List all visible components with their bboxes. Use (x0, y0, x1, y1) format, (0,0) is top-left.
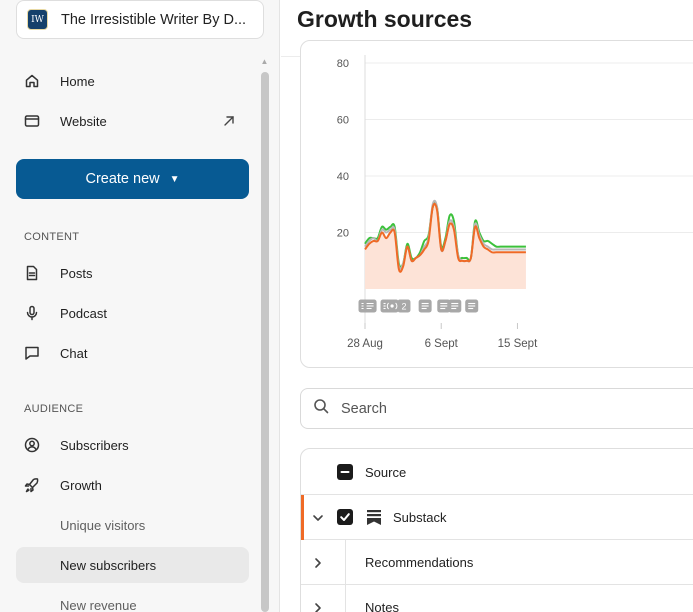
y-tick-label: 60 (337, 115, 349, 127)
sidebar-item-home[interactable]: Home (24, 68, 95, 94)
publication-switcher[interactable]: IW The Irresistible Writer By D... (16, 0, 264, 39)
sidebar-subitem-new-revenue[interactable]: New revenue (60, 598, 137, 612)
x-tick-label: 15 Sept (498, 338, 538, 350)
growth-chart-card: 20 40 60 80 28 Aug 6 Sept 15 Sept 2 (300, 40, 693, 368)
table-header-row: Source (301, 449, 693, 495)
podcast-marker-dot (390, 304, 394, 308)
sidebar-item-subscribers[interactable]: Subscribers (24, 432, 129, 458)
sidebar-item-label: Posts (60, 265, 93, 281)
row-label: Substack (393, 510, 447, 525)
rocket-icon (24, 477, 40, 493)
table-row-recommendations[interactable]: Recommendations (301, 540, 693, 585)
publication-logo: IW (27, 9, 48, 30)
home-icon (24, 73, 40, 89)
sidebar: IW The Irresistible Writer By D... Home … (0, 0, 280, 612)
publication-name: The Irresistible Writer By D... (61, 11, 247, 28)
sidebar-subitem-new-subscribers[interactable] (16, 547, 249, 583)
tree-indent-line (345, 585, 346, 612)
sidebar-item-label: Website (60, 113, 107, 129)
growth-chart: 20 40 60 80 28 Aug 6 Sept 15 Sept 2 (337, 55, 693, 350)
chevron-right-icon[interactable] (312, 556, 324, 568)
y-tick-label: 20 (337, 228, 349, 240)
sidebar-item-posts[interactable]: Posts (24, 260, 93, 286)
page-title: Growth sources (297, 6, 473, 32)
table-row-notes[interactable]: Notes (301, 585, 693, 612)
create-new-button[interactable]: Create new ▼ (16, 159, 249, 199)
sources-table: Source Substack Recommendations Notes (300, 448, 693, 612)
search-input[interactable] (341, 400, 681, 417)
scroll-thumb[interactable] (261, 72, 269, 612)
section-label-audience: AUDIENCE (24, 403, 84, 415)
search-icon (313, 398, 329, 419)
sidebar-item-website[interactable]: Website (24, 108, 107, 134)
sidebar-item-label: Growth (60, 477, 102, 493)
browser-window-icon (24, 113, 40, 129)
sidebar-item-podcast[interactable]: Podcast (24, 300, 107, 326)
substack-logo-icon (365, 508, 383, 526)
table-row-substack[interactable]: Substack (301, 495, 693, 540)
section-label-content: CONTENT (24, 231, 80, 243)
x-tick-label: 6 Sept (425, 338, 459, 350)
caret-down-icon: ▼ (169, 173, 180, 185)
sidebar-item-label: Home (60, 73, 95, 89)
microphone-icon (24, 305, 40, 321)
series-area-fill (365, 203, 526, 289)
select-all-checkbox[interactable] (337, 464, 353, 480)
create-new-label: Create new (85, 171, 160, 187)
row-label: Notes (365, 600, 399, 612)
row-checkbox[interactable] (337, 509, 353, 525)
chat-bubble-icon (24, 345, 40, 361)
scroll-up-arrow-icon[interactable]: ▲ (260, 57, 269, 66)
podcast-marker-waves (386, 302, 398, 310)
post-marker-icon (397, 299, 411, 313)
document-icon (24, 265, 40, 281)
post-marker-count: 2 (401, 302, 406, 312)
user-circle-icon (24, 437, 40, 453)
sidebar-item-chat[interactable]: Chat (24, 340, 87, 366)
x-tick-label: 28 Aug (347, 338, 383, 350)
chevron-down-icon[interactable] (312, 511, 324, 523)
sidebar-subitem-label: New subscribers (60, 558, 157, 573)
sidebar-item-label: Podcast (60, 305, 107, 321)
column-header-source[interactable]: Source (365, 465, 407, 480)
series-line (364, 202, 526, 273)
search-bar[interactable] (300, 388, 693, 429)
y-tick-label: 80 (337, 58, 349, 70)
row-accent-bar (301, 495, 304, 540)
chevron-right-icon[interactable] (312, 601, 324, 612)
external-link-icon[interactable] (222, 114, 236, 128)
sidebar-scrollbar[interactable]: ▲ (260, 58, 269, 612)
tree-indent-line (345, 540, 346, 585)
sidebar-item-growth[interactable]: Growth (24, 472, 102, 498)
sidebar-subitem-unique-visitors[interactable]: Unique visitors (60, 518, 146, 533)
y-tick-label: 40 (337, 171, 349, 183)
sidebar-item-label: Chat (60, 345, 88, 361)
row-label: Recommendations (365, 555, 474, 570)
sidebar-item-label: Subscribers (60, 437, 129, 453)
